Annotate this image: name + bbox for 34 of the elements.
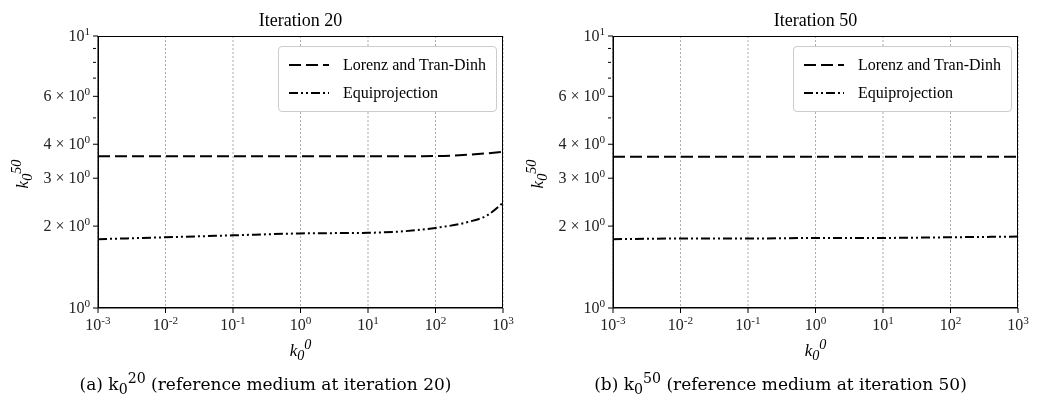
y-tick-label: 3 × 10$^{0}$ <box>43 167 91 187</box>
x-tick-label: 10$^{0}$ <box>804 314 827 333</box>
x-tick-label: 10$^{2}$ <box>424 314 447 333</box>
text: (a) k$_{0}$$^{20}$ (reference medium at iteration 20) <box>78 370 453 398</box>
text: (b) k$_{0}$$^{50}$ (reference medium at iteration 50) <box>593 370 968 398</box>
legend-label: Equiprojection <box>342 84 438 102</box>
x-tick-label: 10$^{0}$ <box>289 314 312 333</box>
x-tick-label: 10$^{-3}$ <box>85 314 112 333</box>
x-tick-label: 10$^{-2}$ <box>152 314 179 333</box>
y-tick-label: 10$^{1}$ <box>68 25 90 44</box>
y-tick-label: 6 × 10$^{0}$ <box>558 85 606 105</box>
x-tick-label: 10$^{-1}$ <box>735 314 761 333</box>
x-tick-label: 10$^{1}$ <box>872 314 894 333</box>
legend-label: Lorenz and Tran-Dinh <box>857 56 1001 74</box>
x-tick-label: 10$^{3}$ <box>1007 314 1030 333</box>
y-tick-label: 10$^{0}$ <box>68 297 91 316</box>
x-tick-label: 10$^{3}$ <box>492 314 515 333</box>
y-tick-label: 4 × 10$^{0}$ <box>43 133 91 153</box>
legend-label: Equiprojection <box>857 84 953 102</box>
chart-title: Iteration 50 <box>772 10 859 31</box>
y-tick-label: 2 × 10$^{0}$ <box>43 215 91 235</box>
y-tick-label: 6 × 10$^{0}$ <box>43 85 91 105</box>
y-tick-label: 3 × 10$^{0}$ <box>558 167 606 187</box>
chart-title: Iteration 20 <box>257 10 344 31</box>
x-tick-label: 10$^{-2}$ <box>667 314 694 333</box>
y-tick-label: 10$^{1}$ <box>583 25 605 44</box>
y-tick-label: 4 × 10$^{0}$ <box>558 133 606 153</box>
x-tick-label: 10$^{2}$ <box>939 314 962 333</box>
x-tick-label: 10$^{1}$ <box>357 314 379 333</box>
legend-label: Lorenz and Tran-Dinh <box>342 56 486 74</box>
x-tick-label: 10$^{-1}$ <box>220 314 246 333</box>
y-tick-label: 2 × 10$^{0}$ <box>558 215 606 235</box>
y-tick-label: 10$^{0}$ <box>583 297 606 316</box>
x-tick-label: 10$^{-3}$ <box>600 314 627 333</box>
